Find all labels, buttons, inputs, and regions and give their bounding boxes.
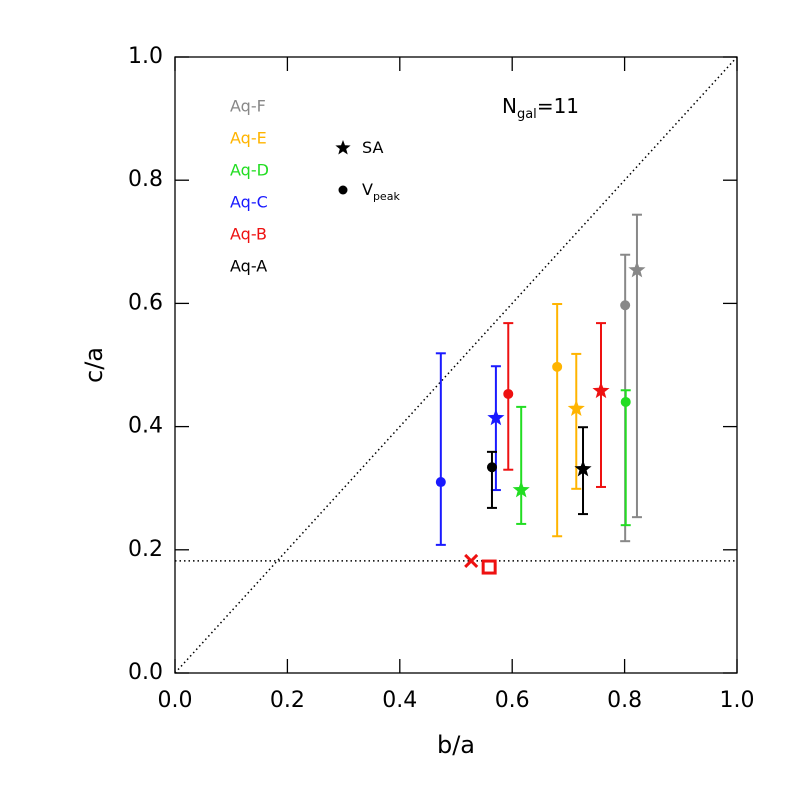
x-tick-label: 0.0	[158, 688, 193, 713]
x-marker-stroke	[464, 553, 479, 568]
annotation: Ngal=11	[502, 94, 579, 122]
legend-label: Aq-F	[230, 97, 266, 116]
y-axis-label: c/a	[80, 347, 108, 383]
vpeak-point	[503, 388, 514, 399]
sa-point	[628, 261, 646, 278]
sa-point	[567, 399, 585, 417]
x-tick-label: 0.8	[607, 688, 642, 713]
sa-point	[574, 460, 592, 477]
vpeak-point	[552, 361, 563, 372]
vpeak-point	[435, 477, 446, 488]
sa-point	[512, 481, 530, 498]
annotation-sub: gal	[517, 107, 537, 122]
legend-label: Aq-E	[230, 129, 267, 148]
x-tick-label: 0.6	[495, 688, 530, 713]
annotation-main: N	[502, 94, 517, 118]
legend-marker-label: SA	[362, 138, 383, 157]
x-tick-label: 1.0	[720, 688, 755, 713]
label-main: V	[362, 180, 373, 199]
label-sub: peak	[373, 190, 400, 203]
annotation-rest: =11	[537, 94, 579, 118]
y-tick-label: 0.2	[128, 537, 163, 562]
vpeak-point	[620, 396, 631, 407]
x-tick-label: 0.2	[270, 688, 305, 713]
label-main: SA	[362, 138, 383, 157]
legend-label: Aq-B	[230, 225, 267, 244]
x-marker	[464, 553, 479, 568]
x-axis-label: b/a	[437, 731, 475, 759]
sa-point	[487, 408, 505, 426]
sa-point	[592, 381, 610, 399]
y-tick-label: 0.8	[128, 167, 163, 192]
square-marker	[481, 559, 497, 575]
legend-label: Aq-A	[230, 257, 267, 276]
x-tick-label: 0.4	[382, 688, 417, 713]
vpeak-point	[620, 300, 631, 311]
plot-frame	[174, 56, 738, 674]
legend-circle	[338, 185, 348, 195]
legend-star	[335, 140, 351, 155]
y-tick-label: 0.0	[128, 660, 163, 685]
vpeak-point	[486, 462, 497, 473]
legend-label: Aq-C	[230, 193, 268, 212]
legend-marker-label: Vpeak	[362, 180, 400, 204]
y-tick-label: 0.4	[128, 414, 163, 439]
legend-label: Aq-D	[230, 161, 269, 180]
y-tick-label: 0.6	[128, 290, 163, 315]
y-tick-label: 1.0	[128, 44, 163, 69]
